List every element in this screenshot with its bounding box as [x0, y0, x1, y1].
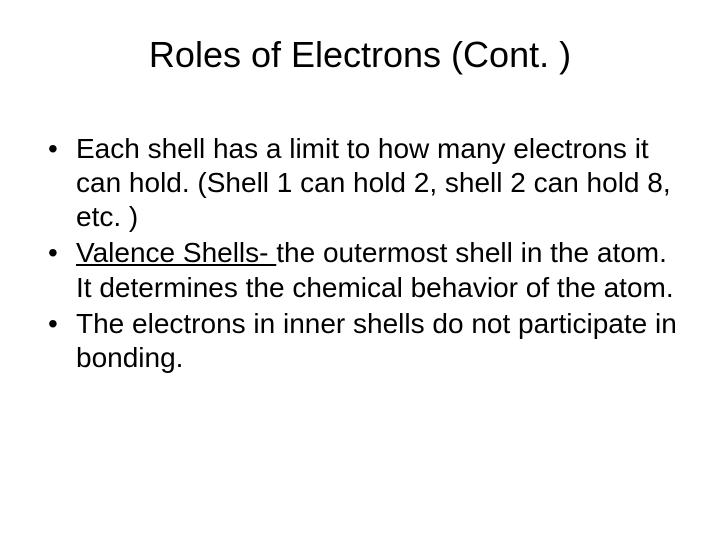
slide-title: Roles of Electrons (Cont. ) — [34, 34, 686, 76]
bullet-list: Each shell has a limit to how many elect… — [34, 132, 686, 375]
bullet-item: Each shell has a limit to how many elect… — [42, 132, 686, 234]
bullet-term-underlined: Valence Shells- — [76, 237, 276, 268]
bullet-item: Valence Shells- the outermost shell in t… — [42, 236, 686, 304]
bullet-item: The electrons in inner shells do not par… — [42, 307, 686, 375]
bullet-text: The electrons in inner shells do not par… — [76, 308, 677, 373]
bullet-text: Each shell has a limit to how many elect… — [76, 133, 671, 232]
